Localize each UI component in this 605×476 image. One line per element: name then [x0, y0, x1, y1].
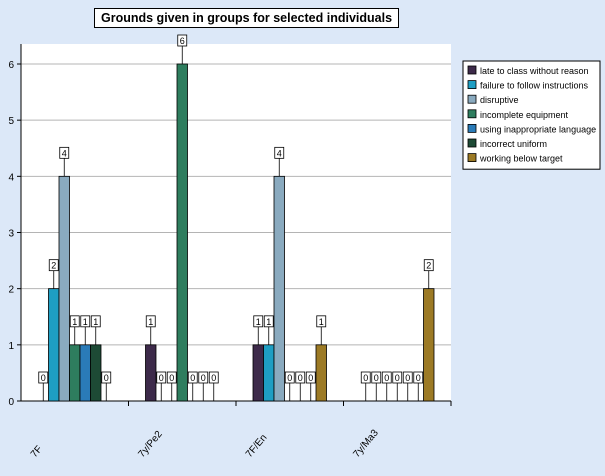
bar — [315, 344, 327, 402]
data-label-box — [392, 371, 403, 384]
y-tick-label: 2 — [8, 285, 14, 296]
data-label: 1 — [148, 317, 153, 327]
legend-label: late to class without reason — [480, 66, 589, 76]
data-label: 0 — [298, 373, 303, 383]
y-tick-label: 6 — [8, 60, 14, 71]
data-label-box — [423, 259, 434, 272]
bar — [145, 344, 157, 402]
bar — [273, 175, 285, 402]
data-label: 0 — [211, 373, 216, 383]
y-tick-label: 5 — [8, 116, 14, 127]
plot-area — [21, 44, 451, 401]
data-label: 0 — [405, 373, 410, 383]
data-label-box — [38, 371, 49, 384]
data-label: 0 — [416, 373, 421, 383]
data-label: 0 — [384, 373, 389, 383]
legend-label: incorrect uniform — [480, 139, 547, 149]
data-label: 0 — [308, 373, 313, 383]
data-label: 0 — [190, 373, 195, 383]
y-tick-label: 4 — [8, 172, 14, 183]
data-label: 1 — [319, 317, 324, 327]
data-label: 0 — [159, 373, 164, 383]
data-label: 1 — [266, 317, 271, 327]
data-label: 0 — [201, 373, 206, 383]
y-tick-label: 3 — [8, 229, 14, 240]
data-label-box — [69, 315, 80, 328]
data-label-box — [198, 371, 209, 384]
data-label-box — [305, 371, 316, 384]
legend-label: working below target — [479, 154, 563, 164]
legend-swatch — [467, 138, 477, 148]
bar — [79, 344, 91, 402]
data-label: 2 — [51, 261, 56, 271]
data-label-box — [402, 371, 413, 384]
bar — [423, 288, 435, 402]
legend-swatch — [467, 124, 477, 133]
data-label: 1 — [256, 317, 261, 327]
legend-swatch — [467, 153, 477, 163]
chart-title: Grounds given in groups for selected ind… — [94, 8, 400, 28]
x-tick-label: 7F — [29, 444, 45, 460]
x-tick-label: 7F/En — [244, 432, 270, 460]
legend-swatch — [467, 109, 477, 119]
data-label: 0 — [287, 373, 292, 383]
data-label-box — [59, 146, 70, 159]
data-label: 0 — [41, 373, 46, 383]
bar — [48, 288, 60, 402]
x-tick-label: 7y/Ma3 — [351, 427, 381, 460]
data-label-box — [90, 315, 101, 328]
data-label: 0 — [169, 373, 174, 383]
bar — [176, 63, 188, 402]
data-label-box — [187, 371, 198, 384]
data-label: 1 — [93, 317, 98, 327]
bar — [263, 344, 275, 402]
data-label: 0 — [104, 373, 109, 383]
data-label: 1 — [83, 317, 88, 327]
legend-label: disruptive — [480, 95, 519, 105]
data-label: 2 — [426, 261, 431, 271]
data-label: 6 — [180, 36, 185, 46]
data-label-box — [208, 371, 219, 384]
data-label-box — [145, 315, 156, 328]
data-label-box — [253, 315, 264, 328]
data-label-box — [274, 146, 285, 159]
data-label-box — [413, 371, 424, 384]
y-tick-label: 0 — [8, 397, 14, 408]
legend — [462, 60, 601, 170]
data-label-box — [371, 371, 382, 384]
legend-label: using inappropriate language — [480, 124, 596, 134]
legend-swatch — [467, 80, 477, 89]
bar — [252, 344, 264, 402]
data-label-box — [284, 371, 295, 384]
data-label-box — [101, 371, 112, 384]
data-label: 4 — [277, 148, 282, 158]
legend-label: incomplete equipment — [480, 110, 569, 120]
bar — [58, 175, 70, 402]
data-label-box — [80, 315, 91, 328]
data-label: 0 — [395, 373, 400, 383]
data-label-box — [263, 315, 274, 328]
data-label: 4 — [62, 148, 67, 158]
data-label-box — [166, 371, 177, 384]
bar — [69, 344, 81, 402]
data-label: 1 — [72, 317, 77, 327]
data-label-box — [177, 34, 188, 47]
y-tick-label: 1 — [8, 341, 14, 352]
data-label-box — [316, 315, 327, 328]
data-label-box — [381, 371, 392, 384]
data-label-box — [48, 259, 59, 272]
data-label: 0 — [374, 373, 379, 383]
data-label: 0 — [363, 373, 368, 383]
bar — [90, 344, 102, 402]
data-label-box — [156, 371, 167, 384]
legend-swatch — [467, 94, 477, 104]
legend-swatch — [467, 65, 477, 75]
data-label-box — [360, 371, 371, 384]
data-label-box — [295, 371, 306, 384]
legend-label: failure to follow instructions — [480, 81, 589, 91]
x-tick-label: 7y/Pe2 — [136, 429, 165, 460]
